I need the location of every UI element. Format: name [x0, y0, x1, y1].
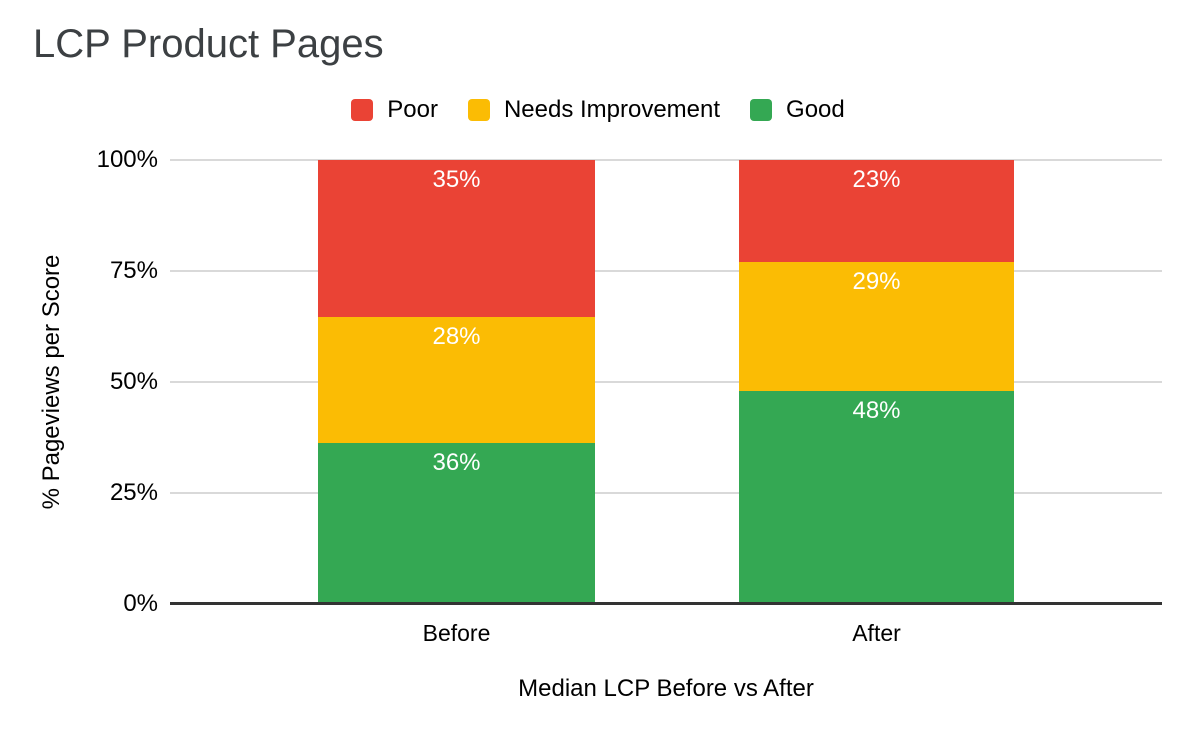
- legend-label: Needs Improvement: [503, 96, 721, 123]
- gridline: [170, 492, 1162, 494]
- gridline: [170, 159, 1162, 161]
- legend-swatch-icon: [467, 99, 490, 121]
- bar-segment-poor: 35%: [318, 160, 595, 317]
- gridline: [170, 381, 1162, 383]
- bar-segment-value-label: 48%: [852, 396, 901, 424]
- x-category-label-after: After: [852, 620, 901, 646]
- plot-area: 35% 28% 36% 23% 29% 48%: [170, 159, 1162, 605]
- bar-segment-value-label: 35%: [432, 166, 481, 193]
- chart-title: LCP Product Pages: [33, 22, 384, 66]
- bar-segment-value-label: 28%: [432, 322, 481, 350]
- x-axis-line: [170, 602, 1162, 605]
- bar-before: 35% 28% 36%: [318, 160, 595, 604]
- bar-segment-value-label: 29%: [852, 268, 901, 296]
- legend-item-needs-improvement: Needs Improvement: [467, 96, 721, 124]
- bar-segment-needs-improvement: 29%: [739, 262, 1014, 391]
- legend-label: Good: [786, 96, 845, 123]
- x-axis-title: Median LCP Before vs After: [518, 675, 814, 702]
- bar-segment-value-label: 36%: [432, 448, 481, 476]
- bar-after: 23% 29% 48%: [739, 160, 1014, 604]
- y-tick-label: 25%: [109, 479, 158, 506]
- x-category-label-before: Before: [422, 620, 491, 646]
- y-tick-label: 100%: [96, 146, 158, 173]
- legend-item-poor: Poor: [351, 96, 438, 124]
- y-axis-tick-labels: 100% 75% 50% 25% 0%: [0, 146, 158, 617]
- y-tick-label: 75%: [109, 257, 158, 284]
- legend-swatch-icon: [351, 99, 374, 121]
- y-tick-label: 0%: [123, 590, 158, 617]
- bar-segment-needs-improvement: 28%: [318, 316, 595, 443]
- legend-item-good: Good: [750, 96, 845, 124]
- bar-segment-poor: 23%: [739, 160, 1014, 263]
- bar-segment-good: 48%: [739, 390, 1014, 604]
- y-tick-label: 50%: [109, 368, 158, 395]
- x-axis-category-labels: Before After: [170, 618, 1162, 648]
- legend: Poor Needs Improvement Good: [0, 96, 1196, 124]
- gridline: [170, 270, 1162, 272]
- legend-label: Poor: [387, 96, 438, 123]
- legend-swatch-icon: [750, 99, 773, 121]
- bar-segment-good: 36%: [318, 442, 595, 604]
- bar-segment-value-label: 23%: [852, 166, 901, 193]
